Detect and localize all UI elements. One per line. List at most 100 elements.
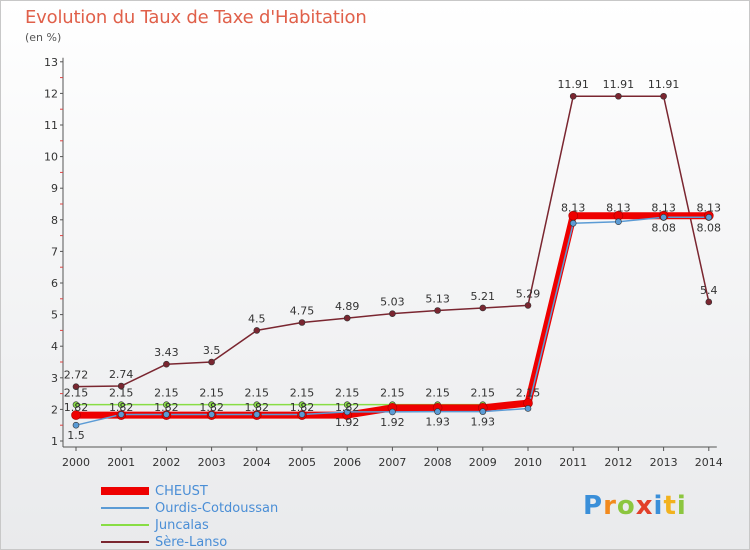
data-label: 1.93 [471,416,496,429]
logo-letter: P [583,491,604,521]
data-label: 8.13 [561,202,586,215]
y-tick-label: 6 [51,277,58,290]
series-point-1 [524,405,532,412]
x-tick-label: 2003 [198,456,226,469]
series-point-3 [298,319,306,326]
series-point-3 [389,310,396,317]
logo-letter: i [653,491,664,521]
data-label: 4.5 [248,312,266,325]
series-point-2 [117,401,125,408]
data-label: 2.15 [516,387,541,400]
data-label: 2.15 [64,387,89,400]
series-point-1 [72,421,80,429]
series-point-1 [434,408,441,415]
series-point-3 [72,383,80,390]
y-tick-label: 3 [51,372,58,385]
data-label: 2.15 [290,387,315,400]
data-label: 3.43 [154,346,179,359]
series-point-1 [163,411,170,418]
series-point-0 [71,410,81,420]
y-tick-label: 12 [44,87,58,100]
data-label: 2.15 [380,387,405,400]
series-point-1 [208,411,215,418]
legend-label: Sère-Lanso [155,535,228,550]
series-point-1 [298,411,306,418]
logo-letter: o [616,491,636,521]
series-point-3 [479,304,487,312]
x-tick-label: 2000 [62,456,90,469]
y-tick-label: 11 [44,119,58,132]
data-label: 2.15 [335,387,360,400]
x-tick-label: 2011 [559,456,587,469]
x-tick-label: 2008 [424,456,452,469]
series-point-3 [163,360,170,368]
data-labels: 1.82 1.82 1.82 1.82 1.82 1.82 1.82 8.13 8.13 8.13… [64,78,721,442]
legend-item: Sère-Lanso [101,535,401,550]
x-tick-label: 2004 [243,456,271,469]
data-label: 1.92 [335,416,360,429]
series-point-2 [253,401,261,408]
series-point-3 [524,302,532,309]
x-tick-label: 2012 [604,456,632,469]
data-label: 5.21 [471,290,496,303]
series-lines [71,92,714,429]
legend-item: Ourdis-Cotdoussan [101,501,401,516]
data-label: 11.91 [557,78,589,91]
series-point-1 [569,219,577,227]
data-label: 8.08 [651,221,676,234]
data-label: 1.92 [380,416,405,429]
legend-swatch [101,507,149,509]
x-tick-label: 2005 [288,456,316,469]
x-tick-label: 2014 [695,456,723,469]
data-label: 1.5 [67,429,85,442]
y-tick-label: 4 [51,340,58,353]
series-point-1 [389,408,396,416]
data-label: 1.82 [199,401,224,414]
data-label: 1.82 [335,401,360,414]
logo-letter: i [676,491,687,521]
legend-label: Juncalas [155,518,209,533]
series-point-1 [343,408,351,416]
data-label: 1.82 [64,401,89,414]
data-label: 5.4 [700,284,718,297]
data-label: 1.82 [154,401,179,414]
y-tick-label: 1 [51,435,58,448]
data-label: 1.82 [290,401,315,414]
legend-swatch [101,541,149,543]
data-label: 1.82 [109,401,134,414]
y-tick-label: 5 [51,309,58,322]
series-point-3 [615,92,622,100]
series-point-3 [569,92,577,100]
series-point-2 [208,401,215,408]
y-tick-label: 8 [51,214,58,227]
data-label: 11.91 [603,78,635,91]
data-label: 2.74 [109,368,134,381]
data-label: 3.5 [203,344,221,357]
legend-label: Ourdis-Cotdoussan [155,501,279,516]
y-tick-label: 9 [51,182,58,195]
series-point-2 [298,401,306,408]
data-label: 1.82 [245,401,270,414]
x-tick-label: 2009 [469,456,497,469]
logo-letter: t [663,491,677,521]
series-point-2 [72,401,80,408]
data-label: 2.15 [199,387,224,400]
data-label: 1.93 [425,416,450,429]
series-point-1 [117,411,125,418]
series-point-1 [253,411,261,418]
y-tick-label: 10 [44,151,58,164]
series-point-1 [705,213,713,221]
x-tick-label: 2001 [107,456,135,469]
y-tick-label: 7 [51,245,58,258]
legend-swatch [101,487,149,495]
logo-letter: x [635,491,654,521]
series-point-2 [163,401,170,408]
data-label: 11.91 [648,78,680,91]
data-label: 8.13 [651,202,676,215]
series-point-2 [343,401,351,408]
data-label: 2.15 [471,387,496,400]
series-point-3 [117,382,125,390]
data-label: 8.13 [697,202,722,215]
